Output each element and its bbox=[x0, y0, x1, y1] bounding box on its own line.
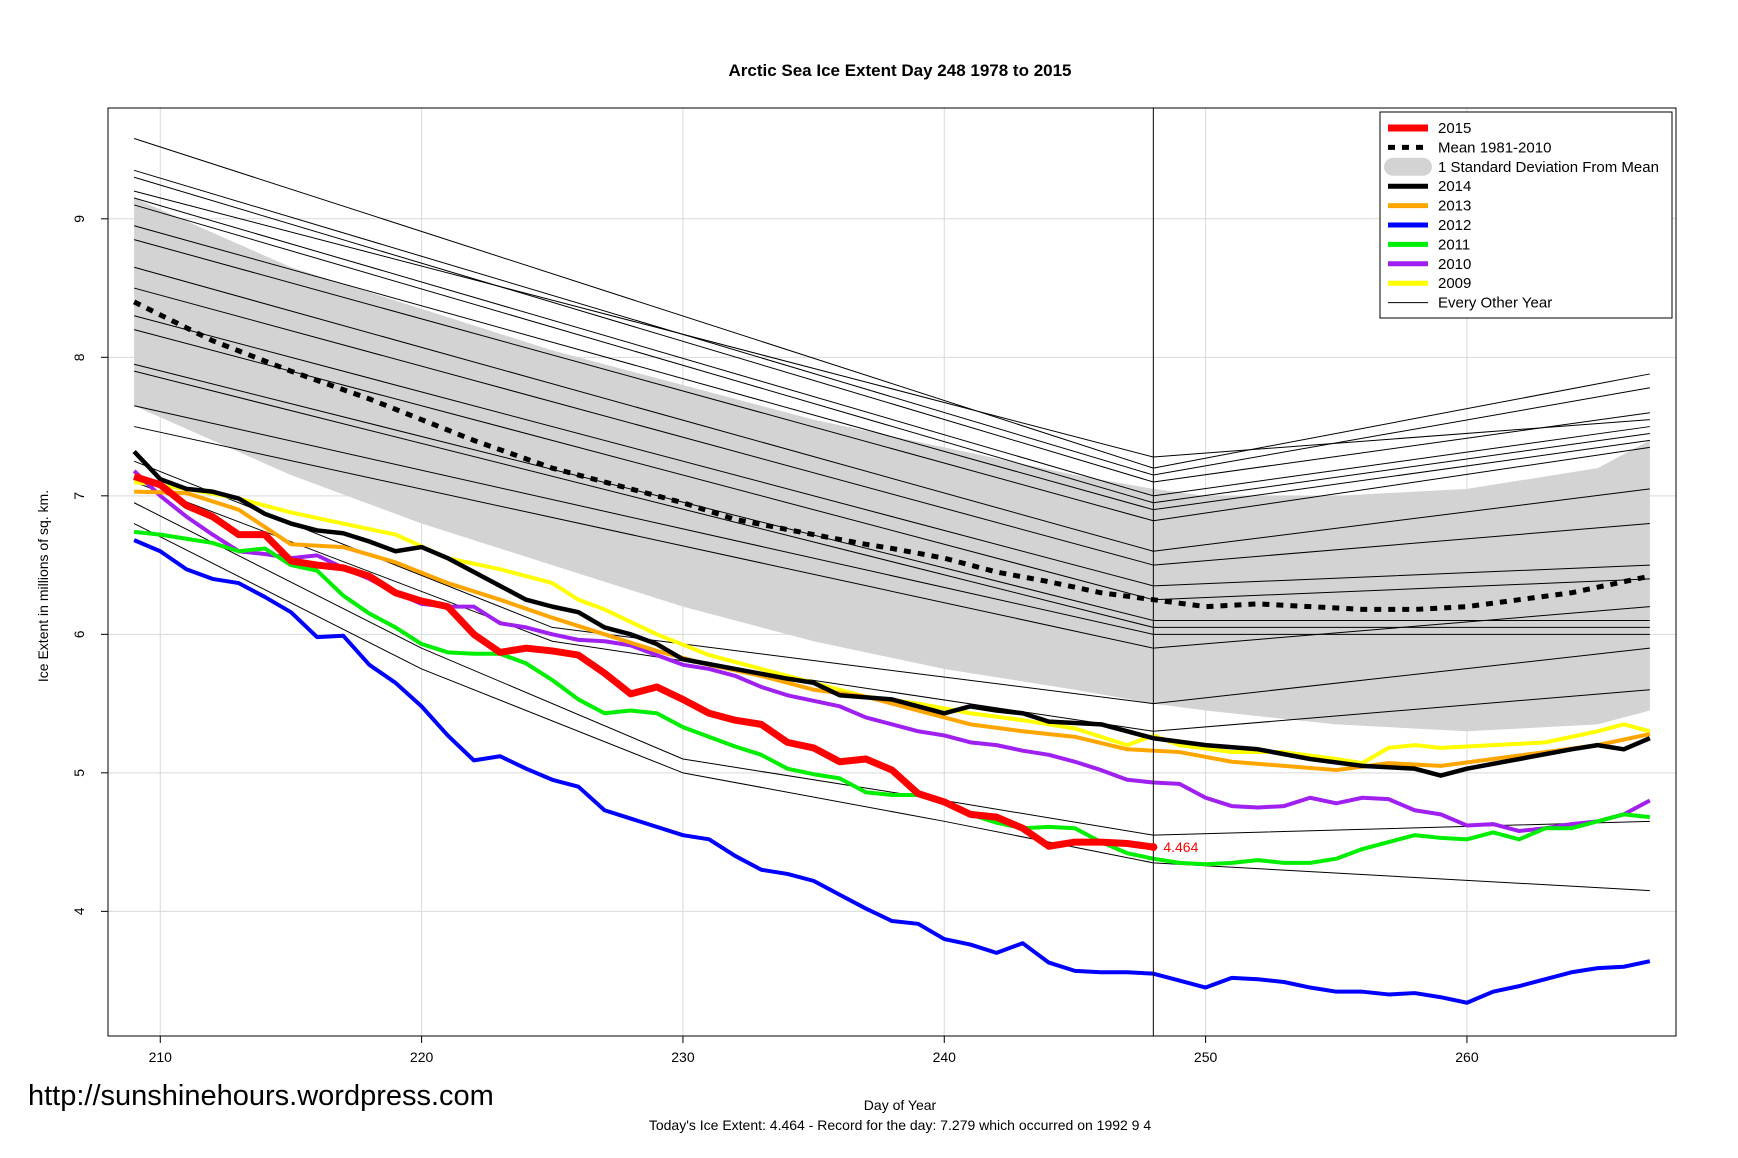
chart-title: Arctic Sea Ice Extent Day 248 1978 to 20… bbox=[728, 61, 1071, 80]
series-line-year-17 bbox=[133, 481, 1650, 732]
x-tick-label: 210 bbox=[149, 1049, 173, 1065]
legend-label: 2011 bbox=[1438, 236, 1470, 253]
y-tick-label: 7 bbox=[71, 492, 87, 500]
legend-label: Every Other Year bbox=[1438, 295, 1552, 312]
series-line-2015 bbox=[133, 473, 1154, 851]
x-tick-label: 250 bbox=[1194, 1049, 1218, 1065]
legend-label: 1 Standard Deviation From Mean bbox=[1438, 159, 1659, 176]
std-deviation-band bbox=[134, 198, 1650, 732]
legend-label: 2010 bbox=[1438, 256, 1471, 273]
plot-frame bbox=[107, 107, 1677, 1037]
legend-label: 2012 bbox=[1438, 217, 1471, 234]
chart-subtitle: Today's Ice Extent: 4.464 - Record for t… bbox=[649, 1117, 1152, 1133]
y-axis-label: Ice Extent in millions of sq. km. bbox=[35, 490, 51, 682]
y-tick-label: 4 bbox=[71, 907, 87, 915]
x-tick-label: 230 bbox=[671, 1049, 695, 1065]
y-tick-label: 9 bbox=[71, 215, 87, 223]
y-tick-label: 8 bbox=[71, 353, 87, 361]
watermark-url: http://sunshinehours.wordpress.com bbox=[28, 1080, 494, 1112]
series-line-2014 bbox=[132, 449, 1651, 778]
x-tick-label: 220 bbox=[410, 1049, 434, 1065]
legend-box bbox=[1379, 111, 1673, 319]
x-tick-label: 260 bbox=[1455, 1049, 1479, 1065]
legend-label: Mean 1981-2010 bbox=[1438, 139, 1551, 156]
legend-label: 2013 bbox=[1438, 198, 1471, 215]
series-line-2011 bbox=[133, 529, 1651, 867]
y-tick-label: 6 bbox=[71, 630, 87, 638]
x-tick-label: 240 bbox=[933, 1049, 957, 1065]
legend-label: 2009 bbox=[1438, 275, 1471, 292]
legend-label: 2015 bbox=[1438, 120, 1471, 137]
y-tick-label: 5 bbox=[71, 769, 87, 777]
series-line-year-19 bbox=[133, 523, 1650, 892]
series-line-2012 bbox=[133, 538, 1651, 1005]
annotation-point bbox=[1149, 843, 1158, 852]
series-line-year-18 bbox=[133, 502, 1650, 836]
series-line-2013 bbox=[134, 489, 1651, 773]
annotation-label: 4.464 bbox=[1163, 839, 1198, 855]
plot-area: 4.464 210 220 230 240 250 260 4 5 6 7 8 9 2015 Mean 19… bbox=[71, 107, 1677, 1065]
legend-label: 2014 bbox=[1438, 178, 1471, 195]
series-line-year-16 bbox=[133, 460, 1650, 705]
legend-swatch bbox=[1384, 157, 1432, 176]
x-axis-label: Day of Year bbox=[864, 1097, 937, 1113]
